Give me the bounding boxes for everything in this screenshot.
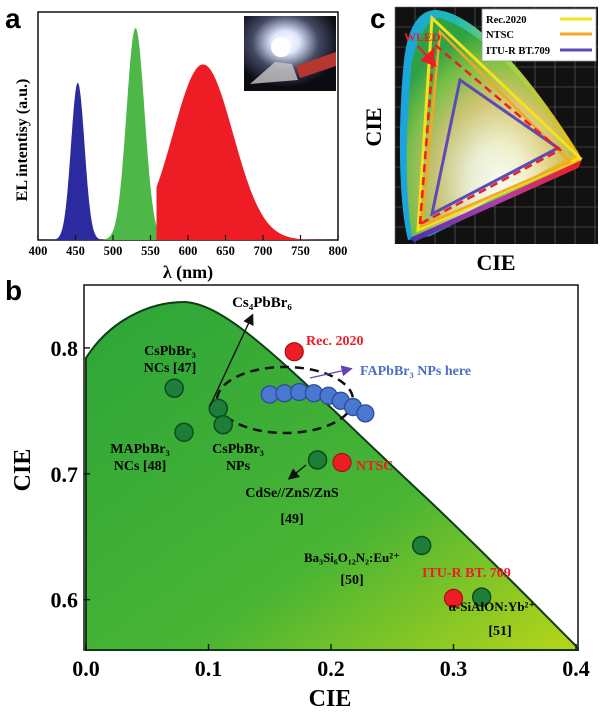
panel-c-wled-label: WLED	[404, 30, 441, 44]
panel-a-xtick-label: 700	[254, 244, 273, 258]
panel-c-cie-inner	[406, 18, 574, 236]
legend-label-itu709: ITU-R BT.709	[486, 46, 550, 57]
label-mapbbr3-2: NCs [48]	[114, 459, 167, 474]
reference-point	[471, 587, 492, 607]
label-ba-1: Ba₃Si₆O₁₂N₂:Eu²⁺	[304, 550, 400, 565]
label-sialon-1: α-SiAlON:Yb²⁺	[449, 599, 536, 614]
standard-point	[284, 342, 304, 362]
spectrum-area-2	[156, 64, 338, 241]
legend-label-ntsc: NTSC	[486, 30, 514, 41]
panel-c-cie-bottom	[410, 160, 582, 242]
panel-b-chart: 0.0 0.1 0.2 0.3 0.4 0.6 0.7 0.8 Cs₄PbBr₆ Rec. 2…	[10, 284, 590, 712]
label-fapbbr3: FAPbBr₃ NPs here	[360, 364, 471, 379]
panel-label-b: b	[5, 275, 22, 306]
panel-c-xlabel: CIE	[476, 250, 515, 275]
panel-c-triangle-wled	[418, 41, 563, 227]
panel-c-chart: Rec.2020 NTSC ITU-R BT.709 WLED CIE CIE	[361, 6, 598, 275]
reference-point	[411, 535, 432, 556]
panel-a-xtick-label: 650	[216, 244, 235, 258]
label-cdse-1: CdSe//ZnS/ZnS	[245, 486, 339, 501]
panel-a-xtick-label: 400	[29, 244, 48, 258]
standard-point	[332, 452, 352, 473]
label-ba-2: [50]	[340, 573, 363, 588]
label-ntsc: NTSC	[356, 459, 393, 474]
panel-label-a: a	[5, 3, 21, 34]
panel-c-triangle-ntsc	[420, 29, 573, 228]
reference-point	[213, 414, 233, 435]
panel-a-xtick-label: 750	[291, 244, 310, 258]
panel-a-xtick-label: 450	[66, 244, 85, 258]
panel-b-xtick-label: 0.4	[562, 656, 590, 681]
reference-point	[174, 422, 194, 443]
panel-a-xtick-label: 550	[141, 244, 160, 258]
label-mapbbr3-1: MAPbBr₃	[110, 442, 169, 457]
panel-a-xtick-label: 600	[179, 244, 198, 258]
panel-b-ylabel: CIE	[10, 449, 36, 492]
panel-c-legend: Rec.2020 NTSC ITU-R BT.709	[481, 8, 597, 62]
panel-label-c: c	[370, 3, 386, 34]
spectrum-area-0	[38, 82, 102, 240]
panel-b-xtick-label: 0.0	[72, 656, 100, 681]
panel-b-cie-locus	[85, 300, 579, 651]
panel-c-ylabel: CIE	[361, 107, 386, 146]
standard-point	[443, 588, 464, 608]
reference-point	[164, 378, 184, 398]
panel-b-xtick-label: 0.1	[195, 656, 223, 681]
panel-c-wled-arrow	[417, 45, 437, 67]
label-sialon-2: [51]	[488, 624, 511, 639]
legend-label-rec2020: Rec.2020	[486, 15, 527, 26]
label-cspbbr3-ncs-2: NCs [47]	[144, 361, 197, 376]
label-itu709: ITU-R BT. 709	[422, 566, 511, 581]
fapbbr3-point	[356, 404, 375, 423]
panel-a-xtick-label: 800	[329, 244, 348, 258]
panel-b-xlabel: CIE	[309, 686, 352, 712]
label-rec2020: Rec. 2020	[306, 334, 364, 349]
panel-b-xtick-label: 0.2	[317, 656, 345, 681]
label-cspbbr3-nps-2: NPs	[226, 459, 251, 474]
panel-c-triangle-itu709	[429, 77, 561, 217]
panel-b-ytick-label: 0.7	[51, 462, 79, 487]
arrow-cdse	[287, 464, 307, 480]
reference-point	[307, 450, 328, 470]
panel-a-xtick-label: 500	[104, 244, 123, 258]
panel-a-xlabel: λ (nm)	[163, 262, 213, 283]
panel-b-ytick-label: 0.6	[51, 588, 79, 613]
panel-a-inset-photo	[244, 16, 336, 91]
arrow-cs4pbbr6	[209, 313, 254, 407]
spectrum-area-1	[101, 28, 157, 240]
panel-b-ytick-label: 0.8	[51, 336, 79, 361]
panel-b-xtick-label: 0.3	[440, 656, 468, 681]
panel-a-chart: 400 450 500 550 600 650 700 750 800 EL intentisy…	[14, 11, 348, 283]
arrow-fapbbr3	[309, 365, 353, 379]
label-cdse-2: [49]	[280, 512, 303, 527]
label-cspbbr3-nps-1: CsPbBr₃	[212, 442, 264, 457]
panel-a-ylabel: EL intentisy (a.u.)	[14, 79, 31, 202]
label-cs4pbbr6: Cs₄PbBr₆	[232, 295, 292, 311]
label-cspbbr3-ncs-1: CsPbBr₃	[144, 344, 196, 359]
